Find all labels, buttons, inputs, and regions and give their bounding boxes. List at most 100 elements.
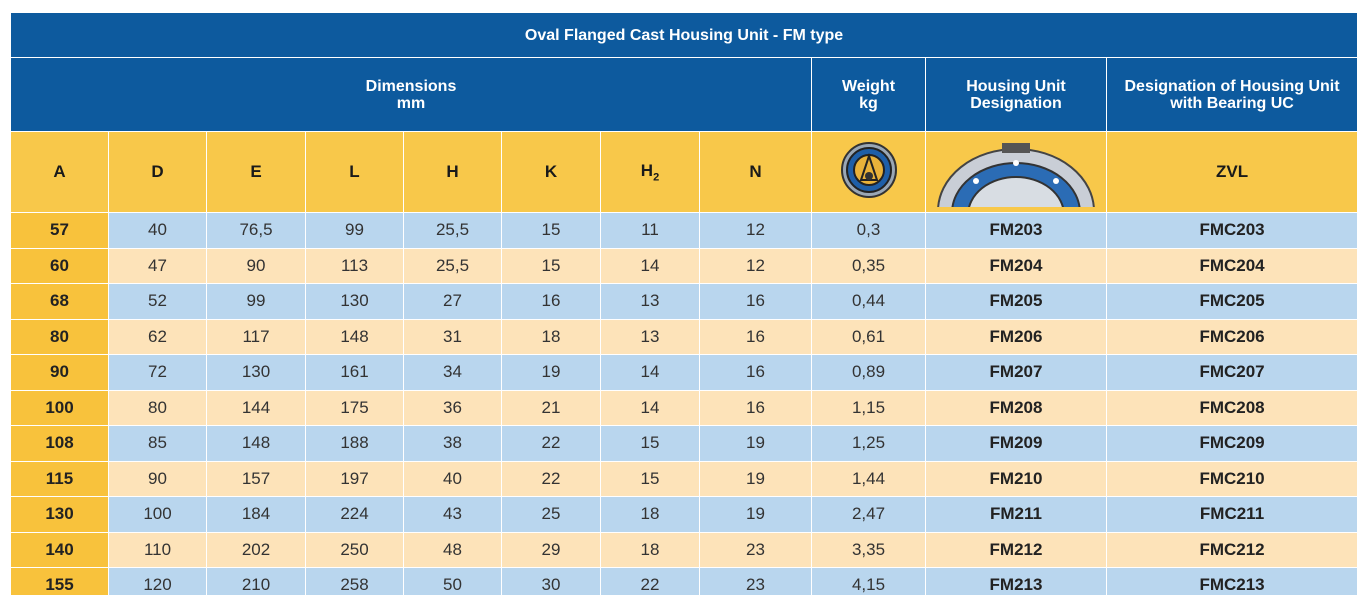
column-header: ZVL (1105, 131, 1357, 213)
table-cell: 85 (108, 425, 207, 462)
table-cell: FM207 (925, 354, 1107, 391)
table-row: 80 62 117 148 31 18 13 16 0,61 FM206 FMC206 (10, 318, 1357, 355)
table-cell: 16 (699, 389, 812, 426)
table-cell: 36 (403, 389, 502, 426)
table-cell: 224 (305, 496, 404, 533)
table-cell: 117 (206, 318, 306, 355)
bearing-icon (840, 141, 897, 198)
row-key: 80 (10, 318, 109, 355)
table-cell: 130 (206, 354, 306, 391)
table-cell: 90 (206, 247, 306, 284)
row-key: 100 (10, 389, 109, 426)
table-cell: FM205 (925, 283, 1107, 320)
header-text: Housing Unit (966, 77, 1066, 95)
table-cell: 19 (699, 460, 812, 497)
table-cell: 25 (501, 496, 601, 533)
column-header: D (108, 131, 207, 213)
bearing-icon-cell (811, 131, 926, 213)
table-cell: 52 (108, 283, 207, 320)
table-cell: 110 (108, 531, 207, 568)
bearing-image (937, 143, 1095, 212)
table-cell: 13 (600, 283, 700, 320)
table-cell: 258 (305, 567, 404, 595)
row-key: 57 (10, 212, 109, 249)
table-cell: FMC212 (1105, 531, 1357, 568)
table-cell: 210 (206, 567, 306, 595)
table-cell: 1,44 (811, 460, 926, 497)
table-cell: 15 (600, 425, 700, 462)
table-row: 115 90 157 197 40 22 15 19 1,44 FM210 FMC210 (10, 460, 1357, 497)
table-title: Oval Flanged Cast Housing Unit - FM type (10, 12, 1357, 58)
row-key: 108 (10, 425, 109, 462)
table-cell: 2,47 (811, 496, 926, 533)
table-row: 130 100 184 224 43 25 18 19 2,47 FM211 FMC211 (10, 496, 1357, 533)
table-cell: 144 (206, 389, 306, 426)
table-cell: 40 (403, 460, 502, 497)
table-row: 140 110 202 250 48 29 18 23 3,35 FM212 FMC212 (10, 531, 1357, 568)
table-cell: 175 (305, 389, 404, 426)
table-cell: FM206 (925, 318, 1107, 355)
table-cell: 1,25 (811, 425, 926, 462)
table-cell: FMC208 (1105, 389, 1357, 426)
table-cell: 47 (108, 247, 207, 284)
table-cell: 25,5 (403, 247, 502, 284)
table-cell: 31 (403, 318, 502, 355)
header-text: Designation (970, 94, 1062, 112)
table-cell: FM211 (925, 496, 1107, 533)
table-cell: 161 (305, 354, 404, 391)
table-cell: 3,35 (811, 531, 926, 568)
table-cell: 22 (501, 460, 601, 497)
table-cell: 18 (600, 496, 700, 533)
table-cell: 23 (699, 567, 812, 595)
table-cell: FM208 (925, 389, 1107, 426)
column-header: E (206, 131, 306, 213)
header-text: Designation of Housing Unit (1124, 77, 1340, 95)
table-cell: 34 (403, 354, 502, 391)
table-cell: FMC207 (1105, 354, 1357, 391)
column-header: N (699, 131, 812, 213)
table-cell: 25,5 (403, 212, 502, 249)
table-cell: FM213 (925, 567, 1107, 595)
table-cell: 30 (501, 567, 601, 595)
spec-table: Oval Flanged Cast Housing Unit - FM type… (10, 12, 1357, 595)
table-cell: 12 (699, 247, 812, 284)
table-cell: 14 (600, 389, 700, 426)
table-cell: 0,35 (811, 247, 926, 284)
group-header: Designation of Housing Unit with Bearing … (1105, 57, 1357, 132)
table-cell: 19 (699, 425, 812, 462)
table-cell: 40 (108, 212, 207, 249)
table-cell: 80 (108, 389, 207, 426)
table-cell: 0,44 (811, 283, 926, 320)
header-text: Dimensions (365, 77, 457, 95)
row-key: 140 (10, 531, 109, 568)
table-cell: FM203 (925, 212, 1107, 249)
table-cell: 19 (501, 354, 601, 391)
table-cell: 1,15 (811, 389, 926, 426)
group-header: Housing Unit Designation (925, 57, 1107, 132)
table-cell: FMC206 (1105, 318, 1357, 355)
table-cell: 148 (206, 425, 306, 462)
table-cell: FMC210 (1105, 460, 1357, 497)
column-header: K (501, 131, 601, 213)
table-row: 155 120 210 258 50 30 22 23 4,15 FM213 FMC213 (10, 567, 1357, 595)
table-cell: 14 (600, 354, 700, 391)
table-row: 60 47 90 113 25,5 15 14 12 0,35 FM204 FMC204 (10, 247, 1357, 284)
table-cell: 22 (501, 425, 601, 462)
table-row: 100 80 144 175 36 21 14 16 1,15 FM208 FMC208 (10, 389, 1357, 426)
table-cell: 19 (699, 496, 812, 533)
group-header: Weight kg (811, 57, 926, 132)
table-cell: 16 (501, 283, 601, 320)
column-header: H2 (600, 131, 700, 213)
table-row: 68 52 99 130 27 16 13 16 0,44 FM205 FMC205 (10, 283, 1357, 320)
table-cell: 23 (699, 531, 812, 568)
table-cell: 43 (403, 496, 502, 533)
table-cell: 157 (206, 460, 306, 497)
table-cell: 188 (305, 425, 404, 462)
table-cell: 120 (108, 567, 207, 595)
table-cell: 14 (600, 247, 700, 284)
row-key: 68 (10, 283, 109, 320)
table-cell: 15 (600, 460, 700, 497)
table-cell: 38 (403, 425, 502, 462)
table-cell: 72 (108, 354, 207, 391)
